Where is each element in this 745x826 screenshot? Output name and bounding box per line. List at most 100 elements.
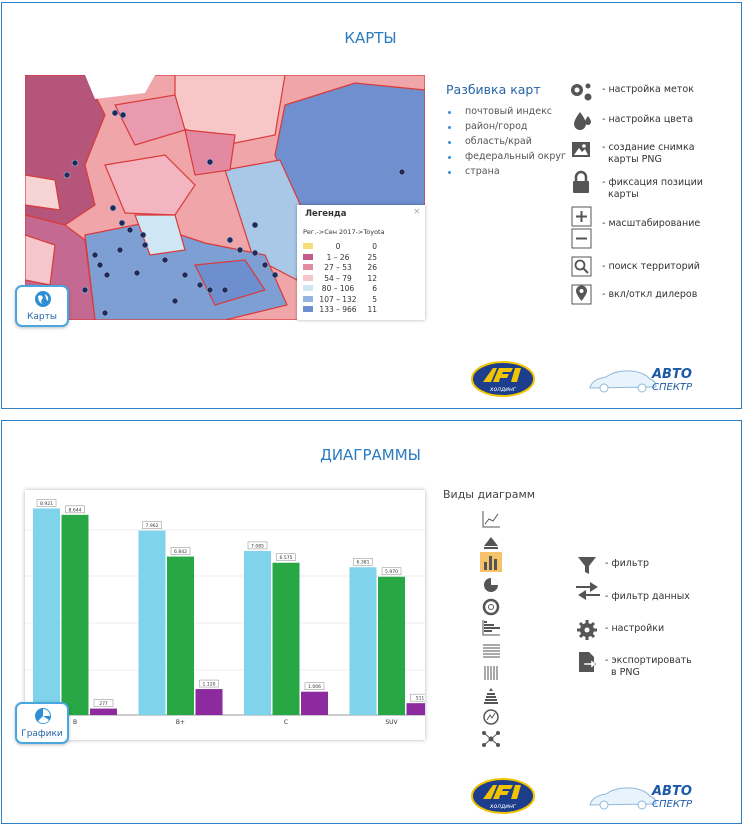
value-label: 7.085 [251,543,264,549]
value-label-box [142,521,162,529]
breakdown-title: Разбивка карт [446,82,541,97]
breakdown-item: район/город [447,121,528,132]
value-label-box [304,682,325,690]
value-label: 1.120 [203,682,216,688]
legend-subtitle: Рег.->Сен 2017->Toyota [303,228,385,236]
legend-swatch [303,243,313,249]
tool-text: - фильтр [605,558,649,569]
legend-close[interactable]: × [413,207,421,217]
bar [195,689,223,715]
bar [272,562,300,715]
legend-count: 6 [372,284,377,293]
value-label-box [93,699,114,707]
legend-count: 12 [367,273,377,283]
legend-range: 27 – 53 [324,263,352,272]
map [25,75,425,320]
value-label-box [247,541,268,550]
maps-badge[interactable]: Карты [15,285,69,327]
chart-type-icons [480,511,502,747]
breakdown-item: область/край [448,136,532,147]
bar [378,576,405,715]
value-label: 6.381 [357,560,370,566]
tool-text: карты PNG [608,154,662,165]
logo-brand1: АВТО [651,367,692,382]
logo-brand1: АВТО [651,784,692,799]
logo-holding: холдинг [489,803,517,810]
tool-text: - настройка цвета [602,114,694,125]
legend-swatch [303,274,313,281]
legend-count: 25 [367,252,377,262]
legend-swatch [303,253,313,260]
avtospektr-logo: АВТО СПЕКТР [589,367,693,393]
legend-title: Легенда [305,209,347,219]
category-label: SUV [385,719,398,726]
value-label: 8.921 [40,501,53,507]
legend-swatch [303,295,313,302]
legend-range: 80 – 106 [321,284,355,293]
legend-swatch [303,264,313,270]
breakdown-item: федеральный округ [447,151,567,162]
chart-tool-icons [576,557,600,672]
legend-range: 54 – 79 [324,273,352,283]
bar [33,508,60,715]
value-label-box [410,693,425,702]
tool-text: - вкл/откл дилеров [602,289,698,300]
value-label: 1.006 [308,684,321,690]
tool-text: - настройки [605,623,665,634]
value-label: 6.842 [174,549,187,555]
bar [244,550,271,715]
bar [138,530,166,715]
legend-swatch [303,306,313,312]
legend-count: 0 [372,242,377,251]
bar [406,703,425,715]
value-label: 277 [99,701,108,707]
category-label: B+ [176,719,185,726]
badge-label: Карты [27,312,57,322]
charts-badge[interactable]: Графики [15,702,69,744]
category-label: C [284,719,288,726]
tool-text: - поиск территорий [602,261,700,272]
tool-text: карты [608,189,639,200]
legend-range: 0 [335,242,341,251]
chart-icon [35,708,51,724]
logo-brand2: СПЕКТР [652,382,693,393]
value-label: 8.644 [69,507,82,513]
bar-chart: 8.921 8.644 277 B 7.962 6.842 1.120 B+ 7.085 6.57… [25,499,425,726]
value-label-box [170,547,191,555]
holding-logo: холдинг [471,361,535,397]
value-label: 511 [416,696,425,702]
value-label: 7.962 [146,523,159,529]
holding-logo: холдинг [471,778,535,814]
tool-text: - настройка меток [602,84,694,95]
value-label-box [36,499,57,507]
slide-title: ДИАГРАММЫ [320,446,421,464]
logo-brand2: СПЕКТР [652,799,693,810]
value-label-box [199,679,219,688]
avtospektr-logo: АВТО СПЕКТР [589,784,693,810]
value-label: 5.970 [385,569,398,575]
legend-count: 11 [367,305,377,314]
breakdown-item: страна [448,166,500,177]
tool-text: - экспортировать [605,655,692,666]
value-label: 6.575 [280,555,293,561]
bar [301,691,328,715]
logo-holding: холдинг [489,386,517,393]
breakdown-item: почтовый индекс [447,106,553,117]
legend-swatch [303,285,313,291]
legend-count: 26 [367,263,377,272]
legend-range: 107 – 132 [319,294,357,304]
map-tool-icons [571,83,592,305]
tool-text: - создание снимка [602,142,695,153]
value-label-box [276,553,296,561]
value-label-box [353,557,373,566]
slide-title: КАРТЫ [344,29,397,47]
bar [167,556,194,715]
tool-text: - фильтр данных [605,591,690,602]
tool-text: - фиксация позиции [602,177,703,188]
category-label: B [73,719,77,726]
globe-icon [35,291,51,307]
bar [61,514,89,715]
bar [349,567,377,715]
